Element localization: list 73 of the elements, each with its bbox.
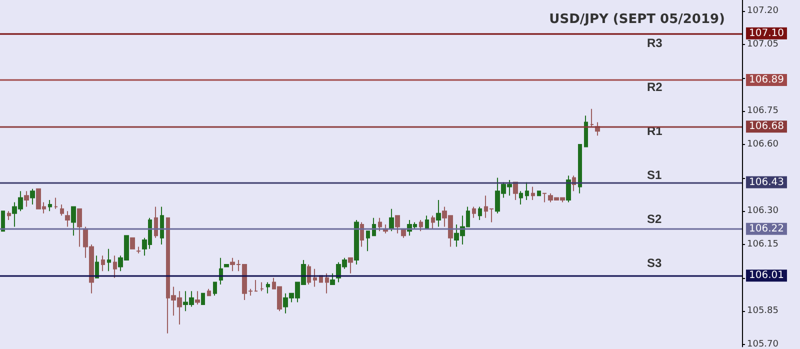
candlestick xyxy=(360,222,364,248)
candlestick xyxy=(537,190,541,196)
candlestick xyxy=(542,192,547,203)
candlestick xyxy=(60,204,64,216)
ref-line-label: 106.89 xyxy=(749,74,784,86)
candlestick xyxy=(472,206,476,218)
annotation: R2 xyxy=(647,80,663,94)
candlestick xyxy=(136,246,141,254)
candlestick xyxy=(431,215,435,230)
candlestick xyxy=(7,210,11,221)
y-tick-label: 105.70 xyxy=(747,340,779,349)
candlestick xyxy=(113,255,117,278)
candlestick xyxy=(224,264,229,268)
candlestick xyxy=(590,108,594,128)
y-tick-label: 107.05 xyxy=(747,39,778,50)
candlestick xyxy=(201,292,205,305)
candlestick xyxy=(425,215,429,230)
candlestick xyxy=(213,282,217,296)
y-tick-label: 106.60 xyxy=(747,139,779,150)
candlestick xyxy=(48,200,52,212)
ref-line-label: 106.68 xyxy=(749,121,784,132)
y-tick-label: 106.30 xyxy=(747,206,779,216)
annotation: S3 xyxy=(647,256,662,270)
candlestick xyxy=(395,215,400,234)
candlestick xyxy=(266,282,270,294)
candlestick xyxy=(130,237,135,250)
y-tick-label: 107.20 xyxy=(747,6,779,16)
ref-line-label: 106.01 xyxy=(749,270,784,282)
annotation: S1 xyxy=(647,168,662,182)
candlestick xyxy=(389,208,394,232)
annotation: R3 xyxy=(647,36,663,50)
candlestick xyxy=(566,175,571,203)
y-tick-label: 105.85 xyxy=(747,306,778,316)
candlestick xyxy=(436,200,441,228)
y-tick-label: 106.15 xyxy=(747,239,778,250)
candlestick xyxy=(307,264,311,285)
candlestick xyxy=(366,230,370,252)
candlestick xyxy=(160,206,164,245)
ref-line-label: 106.22 xyxy=(749,223,784,234)
candlestick xyxy=(77,208,82,248)
candlestick xyxy=(313,268,317,288)
candlestick xyxy=(107,248,111,272)
candlestick xyxy=(24,190,29,208)
candlestick xyxy=(378,217,382,232)
candlestick xyxy=(578,144,582,194)
candlestick xyxy=(65,210,70,228)
candlestick xyxy=(584,115,588,148)
candlestick xyxy=(348,257,353,274)
y-tick-label: 106.75 xyxy=(747,106,778,116)
candlestick xyxy=(101,255,105,272)
ref-line-label: 106.43 xyxy=(749,176,784,188)
candlestick xyxy=(531,186,535,201)
candlestick xyxy=(330,272,335,285)
candlestick xyxy=(478,206,482,221)
candlestick xyxy=(95,255,99,278)
candlestick xyxy=(71,206,76,236)
candlestick xyxy=(219,257,223,285)
candlestick xyxy=(54,197,58,210)
candlestick xyxy=(1,210,5,232)
candlestick xyxy=(354,220,359,265)
candlestick xyxy=(154,206,158,238)
candlestick xyxy=(519,190,523,205)
candlestick xyxy=(254,280,258,292)
candlestick xyxy=(207,288,211,296)
candlestick xyxy=(260,282,264,292)
annotation: S2 xyxy=(647,212,662,226)
ref-line-label: 107.10 xyxy=(749,28,784,39)
candlestick xyxy=(195,290,200,305)
candlestick xyxy=(525,182,529,201)
candlestick xyxy=(325,272,329,294)
candlestick xyxy=(30,188,35,205)
text: USD/JPY (SEPT 05/2019) xyxy=(549,12,726,27)
candlestick xyxy=(419,220,423,232)
